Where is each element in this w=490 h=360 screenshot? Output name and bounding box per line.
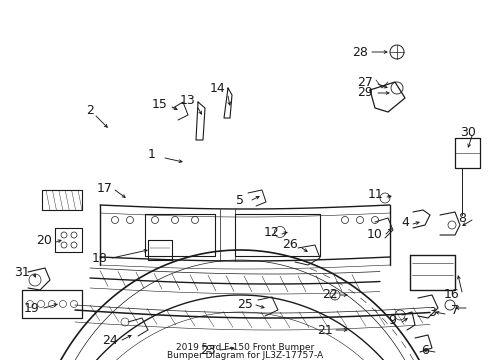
Text: 18: 18: [92, 252, 108, 265]
Text: 29: 29: [357, 85, 373, 99]
Text: 12: 12: [264, 225, 280, 238]
Text: 25: 25: [237, 298, 253, 311]
Text: 14: 14: [210, 81, 226, 94]
Text: 17: 17: [97, 181, 113, 194]
Text: 3: 3: [428, 306, 436, 319]
Text: 13: 13: [180, 94, 196, 107]
Text: 21: 21: [317, 324, 333, 337]
Text: 20: 20: [36, 234, 52, 247]
Text: 23: 23: [200, 343, 216, 356]
Text: 16: 16: [444, 288, 460, 302]
Text: 6: 6: [421, 343, 429, 356]
Text: 4: 4: [401, 216, 409, 229]
Text: 19: 19: [24, 302, 40, 315]
Text: 15: 15: [152, 99, 168, 112]
Text: 28: 28: [352, 45, 368, 58]
Text: 22: 22: [322, 288, 338, 302]
Text: 8: 8: [458, 211, 466, 225]
Text: 30: 30: [460, 126, 476, 139]
Text: 7: 7: [451, 303, 459, 316]
Text: 24: 24: [102, 333, 118, 346]
Text: 5: 5: [236, 194, 244, 207]
Text: 11: 11: [368, 189, 384, 202]
Text: 2019 Ford F-150 Front Bumper: 2019 Ford F-150 Front Bumper: [176, 343, 314, 352]
Text: Bumper Diagram for JL3Z-17757-A: Bumper Diagram for JL3Z-17757-A: [167, 351, 323, 360]
Text: 1: 1: [148, 148, 156, 162]
Text: 26: 26: [282, 238, 298, 252]
Text: 31: 31: [14, 266, 30, 279]
Text: 9: 9: [388, 314, 396, 327]
Text: 27: 27: [357, 76, 373, 89]
Text: 10: 10: [367, 229, 383, 242]
Text: 2: 2: [86, 104, 94, 117]
